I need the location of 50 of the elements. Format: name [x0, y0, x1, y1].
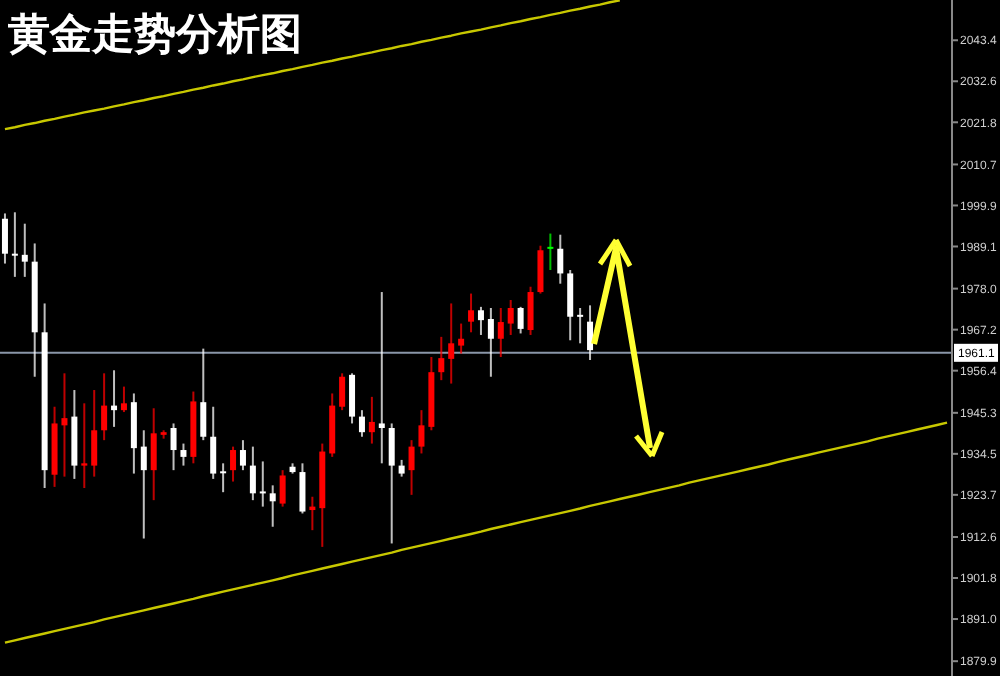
candlestick: [101, 372, 108, 442]
candlestick: [458, 322, 465, 355]
candlestick: [378, 291, 385, 465]
candlestick: [438, 335, 445, 382]
chart-title: 黄金走势分析图: [6, 8, 302, 58]
line-series: [3, 421, 949, 644]
candlestick: [368, 395, 375, 445]
candlestick: [81, 402, 88, 490]
candlestick: [468, 292, 475, 334]
candlestick: [487, 307, 494, 378]
candlestick: [547, 232, 554, 272]
candlestick: [507, 299, 514, 336]
candlestick: [497, 307, 504, 358]
candlestick: [1, 212, 8, 265]
candlestick: [140, 429, 147, 540]
candlestick: [150, 407, 157, 502]
candlestick: [388, 422, 395, 545]
candlestick: [170, 422, 177, 472]
line-series: [3, 0, 621, 131]
candlestick: [349, 372, 356, 425]
candlestick: [587, 304, 594, 362]
candlestick: [279, 469, 286, 508]
candlestick: [418, 409, 425, 455]
candlestick: [91, 389, 98, 478]
candlestick: [577, 307, 584, 345]
candlestick: [329, 392, 336, 458]
candlestick: [120, 385, 127, 414]
candlestick: [567, 269, 574, 342]
candlestick: [11, 211, 18, 278]
candlestick: [230, 445, 237, 483]
candlestick: [448, 302, 455, 385]
candlestick: [527, 285, 534, 336]
candlestick: [339, 372, 346, 412]
candlestick: [239, 439, 246, 472]
candlestick: [259, 460, 266, 508]
candlestick: [408, 439, 415, 496]
candlestick: [200, 347, 207, 442]
candlestick: [21, 222, 28, 278]
candlestick: [130, 392, 137, 475]
candlestick: [477, 305, 484, 336]
candlestick: [299, 462, 306, 515]
candlestick: [517, 305, 524, 335]
candlestick: [557, 233, 564, 285]
candlestick: [537, 244, 544, 295]
candlestick: [180, 442, 187, 467]
candlestick: [358, 409, 365, 438]
candlestick: [269, 484, 276, 528]
candlestick: [210, 405, 217, 480]
candlestick: [220, 462, 227, 494]
candlestick: [249, 445, 256, 502]
